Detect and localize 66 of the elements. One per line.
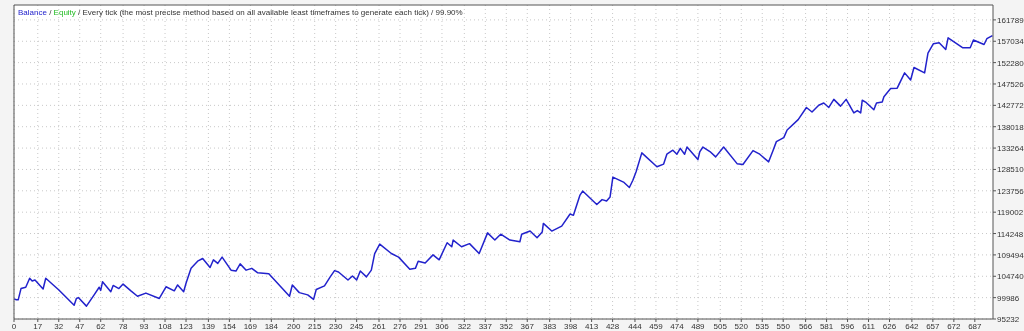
x-tick-label: 245 bbox=[349, 322, 364, 331]
x-tick-label: 47 bbox=[75, 322, 85, 331]
x-tick-label: 581 bbox=[819, 322, 834, 331]
x-tick-label: 596 bbox=[840, 322, 855, 331]
line-series bbox=[13, 34, 994, 307]
x-tick-label: 535 bbox=[755, 322, 770, 331]
x-tick-label: 642 bbox=[905, 322, 920, 331]
y-tick-label: 119002 bbox=[997, 208, 1024, 218]
x-tick-label: 306 bbox=[435, 322, 450, 331]
y-tick-label: 123756 bbox=[997, 186, 1024, 196]
y-tick-label: 114248 bbox=[997, 229, 1024, 239]
x-tick-label: 108 bbox=[158, 322, 173, 331]
y-tick-label: 161789 bbox=[997, 15, 1024, 25]
x-tick-label: 17 bbox=[33, 322, 43, 331]
x-tick-label: 200 bbox=[287, 322, 301, 331]
x-tick-label: 123 bbox=[179, 322, 194, 331]
x-tick-label: 444 bbox=[628, 322, 643, 331]
y-tick-label: 99986 bbox=[997, 293, 1020, 303]
x-tick-label: 672 bbox=[947, 322, 962, 331]
x-tick-label: 428 bbox=[605, 322, 620, 331]
y-tick-label: 133264 bbox=[997, 144, 1024, 154]
x-tick-label: 505 bbox=[713, 322, 728, 331]
x-tick-label: 383 bbox=[542, 322, 557, 331]
x-tick-label: 398 bbox=[563, 322, 578, 331]
x-tick-label: 566 bbox=[798, 322, 813, 331]
x-tick-label: 626 bbox=[882, 322, 897, 331]
x-tick-label: 687 bbox=[968, 322, 983, 331]
x-tick-label: 139 bbox=[201, 322, 216, 331]
x-tick-label: 32 bbox=[54, 322, 64, 331]
annotation: / bbox=[46, 8, 54, 17]
y-tick-label: 142772 bbox=[997, 101, 1024, 111]
y-tick-label: 109494 bbox=[997, 250, 1024, 260]
y-tick-label: 128510 bbox=[997, 165, 1024, 175]
x-tick-label: 474 bbox=[670, 322, 685, 331]
x-tick-label: 78 bbox=[118, 322, 129, 331]
x-tick-label: 230 bbox=[328, 322, 343, 331]
chart-title: / Every tick (the most precise method based on all available least timeframes to generate each tick) / 99.90% bbox=[75, 8, 463, 17]
x-tick-label: 276 bbox=[393, 322, 408, 331]
x-tick-label: 291 bbox=[414, 322, 429, 331]
x-tick-label: 184 bbox=[264, 322, 279, 331]
legend-label: Equity bbox=[53, 8, 76, 17]
text: Balance bbox=[18, 8, 48, 17]
x-tick-label: 413 bbox=[584, 322, 599, 331]
x-tick-label: 459 bbox=[649, 322, 664, 331]
y-tick-label: 152280 bbox=[997, 58, 1024, 68]
x-tick-label: 0 bbox=[11, 322, 17, 331]
x-tick-label: 154 bbox=[222, 322, 237, 331]
x-tick-label: 489 bbox=[691, 322, 706, 331]
x-tick-label: 93 bbox=[139, 322, 150, 331]
x-tick-label: 611 bbox=[862, 322, 876, 331]
x-tick-label: 62 bbox=[96, 322, 106, 331]
x-tick-label: 352 bbox=[499, 322, 514, 331]
x-tick-label: 169 bbox=[243, 322, 258, 331]
x-tick-label: 657 bbox=[926, 322, 941, 331]
y-tick-label: 147526 bbox=[997, 79, 1024, 89]
y-tick-label: 157034 bbox=[997, 37, 1024, 47]
y-tick-label: 138018 bbox=[997, 122, 1024, 132]
x-tick-label: 550 bbox=[776, 322, 791, 331]
x-tick-label: 261 bbox=[372, 322, 387, 331]
x-tick-label: 322 bbox=[457, 322, 472, 331]
x-tick-label: 520 bbox=[734, 322, 749, 331]
x-tick-label: 215 bbox=[308, 322, 322, 331]
y-tick-label: 104740 bbox=[997, 272, 1024, 282]
x-tick-label: 367 bbox=[520, 322, 535, 331]
y-tick-label: 95232 bbox=[997, 315, 1020, 324]
x-tick-label: 337 bbox=[478, 322, 493, 331]
